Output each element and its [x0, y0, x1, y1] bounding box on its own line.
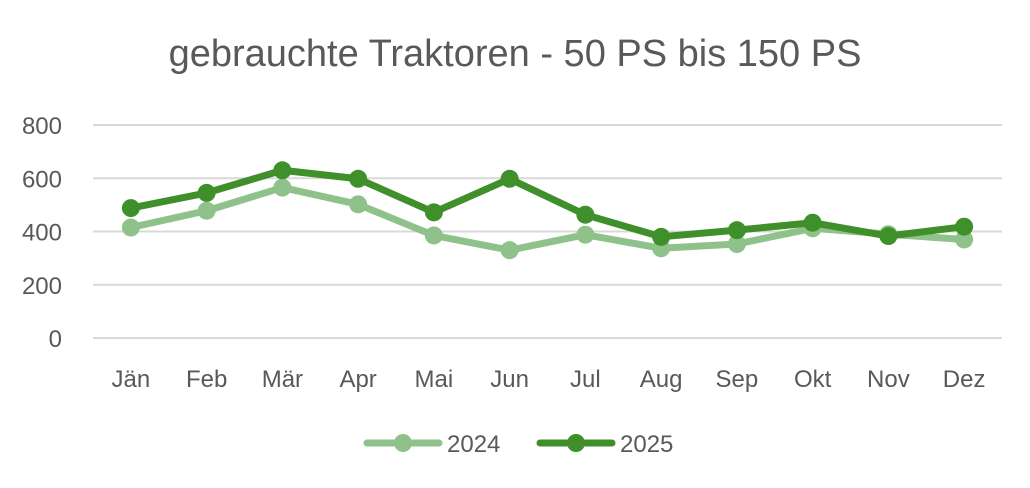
x-tick-label: Apr: [339, 366, 376, 393]
y-tick-label: 400: [22, 220, 62, 247]
chart-title: gebrauchte Traktoren - 50 PS bis 150 PS: [169, 33, 862, 75]
x-tick-label: Aug: [640, 366, 683, 393]
data-point-2025-Jul: [576, 205, 595, 224]
data-point-2025-Sep: [727, 221, 746, 240]
x-tick-label: Mär: [262, 366, 303, 393]
data-point-2024-Apr: [349, 195, 368, 214]
series-2025: [121, 161, 974, 246]
data-point-2025-Jun: [500, 169, 519, 188]
data-point-2025-Jän: [121, 199, 140, 218]
legend-label: 2025: [620, 431, 673, 458]
legend-item-2025: 2025: [536, 431, 673, 458]
data-point-2025-Mär: [273, 161, 292, 180]
data-point-2025-Okt: [803, 213, 822, 232]
y-tick-label: 200: [22, 273, 62, 300]
y-tick-label: 800: [22, 113, 62, 140]
data-point-2025-Dez: [955, 217, 974, 236]
data-point-2024-Sep: [727, 235, 746, 254]
x-tick-label: Jul: [570, 366, 601, 393]
x-tick-label: Okt: [794, 366, 832, 393]
x-tick-label: Sep: [716, 366, 759, 393]
x-tick-label: Jun: [490, 366, 529, 393]
series-lines: [121, 161, 974, 260]
legend-item-2024: 2024: [363, 431, 500, 458]
x-tick-label: Dez: [943, 366, 986, 393]
legend-swatch-marker: [567, 434, 585, 452]
y-tick-label: 0: [49, 326, 62, 353]
series-line-2024: [127, 184, 968, 254]
x-axis-ticks: Jän Feb Mär Apr Mai Jun Jul Aug Sep Okt Nov Dez: [112, 366, 986, 393]
data-point-2025-Aug: [652, 227, 671, 246]
data-point-2024-Jul: [576, 225, 595, 244]
data-point-2024-Mai: [424, 226, 443, 245]
legend-swatch-marker: [394, 434, 412, 452]
legend: 2024 2025: [363, 431, 673, 458]
data-point-2025-Feb: [197, 183, 216, 202]
x-tick-label: Nov: [867, 366, 910, 393]
legend-label: 2024: [447, 431, 500, 458]
data-point-2025-Apr: [349, 169, 368, 188]
y-tick-label: 600: [22, 166, 62, 193]
series-2024: [121, 178, 974, 260]
data-point-2025-Nov: [879, 227, 898, 246]
data-point-2024-Dez: [955, 230, 974, 249]
series-line-2025: [127, 166, 968, 241]
data-point-2025-Mai: [424, 203, 443, 222]
x-tick-label: Jän: [112, 366, 151, 393]
data-point-2024-Feb: [197, 201, 216, 220]
x-tick-label: Feb: [186, 366, 227, 393]
y-axis-ticks: 0 200 400 600 800: [22, 113, 62, 353]
data-point-2024-Jän: [121, 218, 140, 237]
data-point-2024-Jun: [500, 241, 519, 260]
data-point-2024-Mär: [273, 178, 292, 197]
x-tick-label: Mai: [415, 366, 454, 393]
